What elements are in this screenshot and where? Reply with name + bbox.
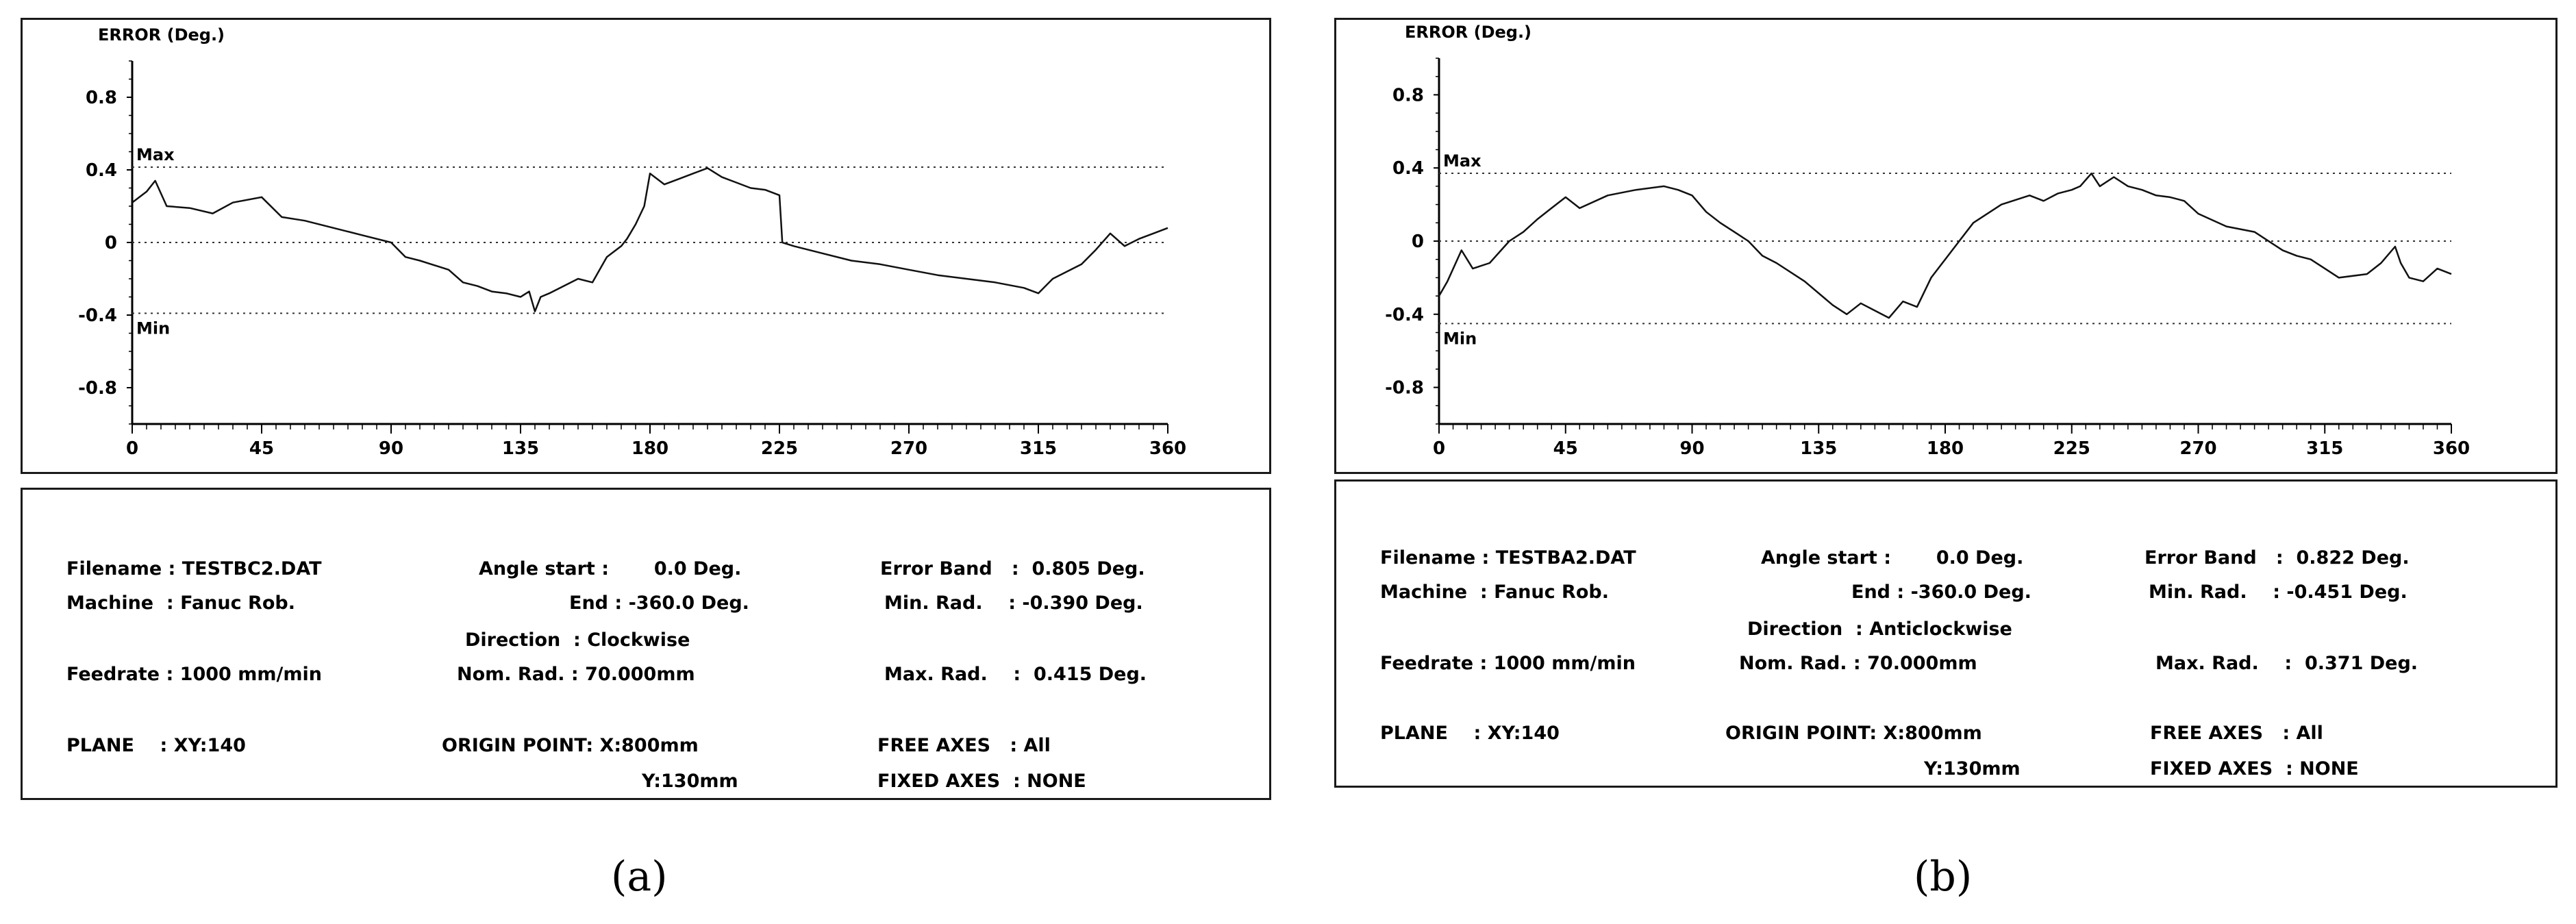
x-tick-label: 0: [126, 438, 138, 459]
x-tick-label: 315: [2306, 438, 2343, 459]
error-band-text: Error Band : 0.805 Deg.: [880, 558, 1145, 579]
feedrate-text: Feedrate : 1000 mm/min: [66, 664, 322, 685]
nom-rad-text: Nom. Rad. : 70.000mm: [457, 664, 695, 685]
caption-a: (a): [611, 853, 668, 901]
max-rad-text: Max. Rad. : 0.415 Deg.: [884, 664, 1147, 685]
min-label: Min: [136, 319, 170, 338]
x-tick-label: 0: [1433, 438, 1445, 459]
y-tick-label: -0.4: [78, 305, 117, 326]
error-band-text: Error Band : 0.822 Deg.: [2144, 547, 2410, 569]
y-tick-label: -0.8: [78, 378, 117, 399]
x-tick-label: 270: [890, 438, 927, 459]
origin-point-text: ORIGIN POINT: X:800mm: [442, 735, 699, 756]
error-plot-a: ERROR (Deg.) 0.8 0.4 0 -0.4 -0.8 0 45 90 135 180 22…: [21, 18, 1271, 474]
x-tick-label: 225: [761, 438, 798, 459]
angle-start-text: Angle start : 0.0 Deg.: [479, 558, 742, 579]
y-tick-label: 0.8: [1392, 85, 1424, 105]
filename-text: Filename : TESTBA2.DAT: [1380, 547, 1636, 569]
free-axes-text: FREE AXES : All: [2150, 723, 2323, 744]
x-tick-label: 270: [2179, 438, 2216, 459]
panel-a: ERROR (Deg.) 0.8 0.4 0 -0.4 -0.8 0 45 90 135 180 22…: [21, 18, 1271, 901]
y-axis-title: ERROR (Deg.): [98, 25, 225, 45]
max-rad-text: Max. Rad. : 0.371 Deg.: [2155, 653, 2418, 674]
error-series-line: [1438, 172, 2452, 319]
y-tick-label: 0: [1412, 232, 1424, 252]
fixed-axes-text: FIXED AXES : NONE: [877, 771, 1086, 792]
x-tick-label: 360: [1149, 438, 1186, 459]
x-tick-label: 315: [1020, 438, 1057, 459]
end-text: End : -360.0 Deg.: [1851, 582, 2031, 603]
min-rad-text: Min. Rad. : -0.451 Deg.: [2149, 582, 2408, 603]
x-tick-label: 90: [1679, 438, 1704, 459]
end-text: End : -360.0 Deg.: [569, 592, 749, 614]
x-tick-label: 360: [2433, 438, 2470, 459]
test-info-b: Filename : TESTBA2.DAT Machine : Fanuc R…: [1334, 479, 2558, 788]
free-axes-text: FREE AXES : All: [877, 735, 1051, 756]
angle-start-text: Angle start : 0.0 Deg.: [1761, 547, 2024, 569]
test-info-a: Filename : TESTBC2.DAT Machine : Fanuc R…: [21, 488, 1271, 800]
max-label: Max: [136, 145, 175, 164]
x-tick-label: 45: [249, 438, 274, 459]
y-tick-label: 0.8: [86, 88, 117, 108]
machine-text: Machine : Fanuc Rob.: [66, 592, 295, 614]
error-chart-svg-a: ERROR (Deg.) 0.8 0.4 0 -0.4 -0.8 0 45 90 135 180 22…: [78, 25, 1186, 459]
y-tick-label: -0.8: [1385, 378, 1424, 399]
min-label: Min: [1443, 329, 1477, 348]
panel-b: ERROR (Deg.) 0.8 0.4 0 -0.4 -0.8 0 45 90 135 180 22…: [1288, 0, 2576, 924]
plane-text: PLANE : XY:140: [66, 735, 246, 756]
origin-point-text: ORIGIN POINT: X:800mm: [1725, 723, 1982, 744]
x-tick-label: 180: [1927, 438, 1964, 459]
origin-y-text: Y:130mm: [1924, 758, 2021, 779]
x-tick-label: 180: [632, 438, 668, 459]
origin-y-text: Y:130mm: [642, 771, 738, 792]
y-tick-label: 0.4: [86, 160, 117, 181]
feedrate-text: Feedrate : 1000 mm/min: [1380, 653, 1636, 674]
error-plot-b: ERROR (Deg.) 0.8 0.4 0 -0.4 -0.8 0 45 90 135 180 22…: [1334, 18, 2558, 474]
nom-rad-text: Nom. Rad. : 70.000mm: [1739, 653, 1977, 674]
min-rad-text: Min. Rad. : -0.390 Deg.: [884, 592, 1143, 614]
x-tick-label: 45: [1553, 438, 1578, 459]
caption-b: (b): [1914, 853, 1973, 901]
y-tick-label: 0.4: [1392, 158, 1424, 179]
y-axis-title: ERROR (Deg.): [1405, 23, 1531, 42]
y-tick-label: -0.4: [1385, 305, 1424, 325]
plane-text: PLANE : XY:140: [1380, 723, 1560, 744]
direction-text: Direction : Anticlockwise: [1747, 619, 2012, 640]
error-series-line: [132, 167, 1168, 312]
x-tick-label: 135: [502, 438, 539, 459]
x-tick-label: 135: [1800, 438, 1837, 459]
y-tick-label: 0: [105, 233, 117, 253]
direction-text: Direction : Clockwise: [465, 629, 690, 651]
max-label: Max: [1443, 151, 1481, 171]
filename-text: Filename : TESTBC2.DAT: [66, 558, 322, 579]
machine-text: Machine : Fanuc Rob.: [1380, 582, 1609, 603]
x-tick-label: 90: [379, 438, 403, 459]
fixed-axes-text: FIXED AXES : NONE: [2150, 758, 2359, 779]
error-chart-svg-b: ERROR (Deg.) 0.8 0.4 0 -0.4 -0.8 0 45 90 135 180 22…: [1385, 23, 2470, 459]
x-tick-label: 225: [2053, 438, 2090, 459]
